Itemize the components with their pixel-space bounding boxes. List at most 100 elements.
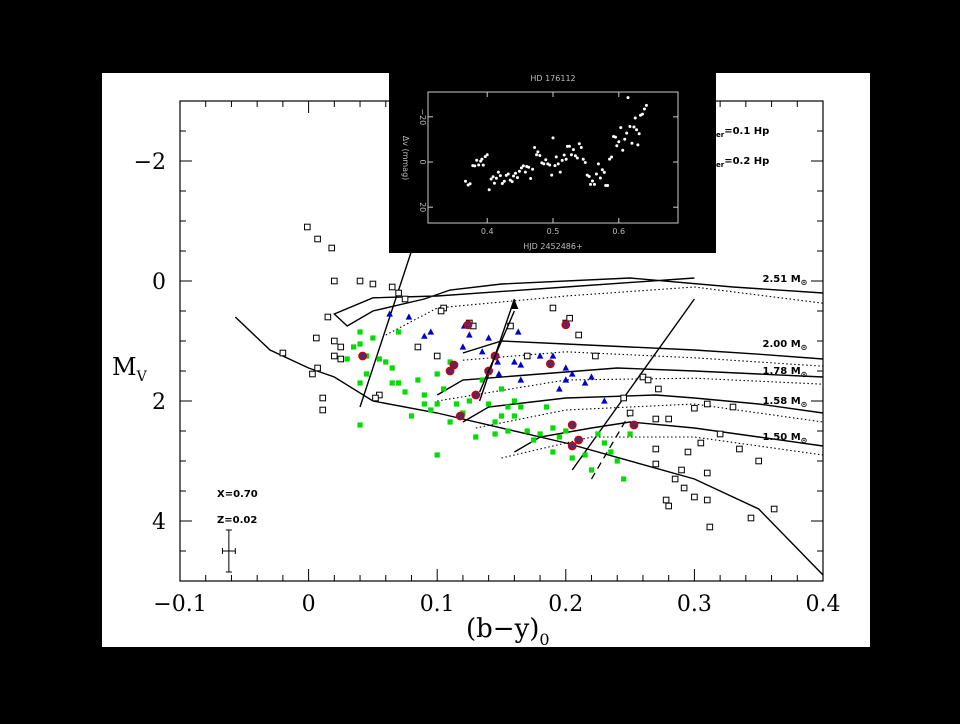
open-square-point	[337, 343, 345, 351]
green-square-point	[421, 392, 427, 398]
inset-data-point	[492, 181, 496, 185]
open-square-point	[729, 403, 737, 411]
circle-point	[567, 420, 577, 430]
blue-triangle-point	[556, 385, 563, 392]
open-square-point	[770, 505, 778, 513]
open-square-point	[331, 277, 338, 285]
x-tick-label: 0.2	[548, 592, 583, 617]
open-square-point	[691, 493, 698, 501]
inset-data-point	[626, 96, 630, 100]
solar-symbol: ⊙	[801, 400, 808, 409]
y-tick-label: 0	[152, 270, 166, 295]
strip-edge-2	[571, 298, 695, 471]
inset-y-tick-label: −20	[418, 108, 427, 125]
inset-data-point	[498, 174, 502, 178]
axis-tick-labels: −0.1 0 0.1 0.2 0.3 0.4 −2 0 2 4	[134, 150, 841, 617]
green-square-point	[402, 389, 408, 395]
mass-label-4: 1.50 M⊙	[763, 432, 808, 445]
star-markers	[279, 223, 778, 531]
inset-data-point	[581, 157, 585, 161]
composition-x-label: X=0.70	[217, 489, 258, 500]
x-tick-label: 0.3	[677, 592, 712, 617]
open-square-point	[652, 460, 660, 468]
green-square-point	[569, 455, 575, 461]
open-square-point	[309, 370, 316, 378]
inset-data-point	[527, 165, 531, 169]
inset-data-point	[594, 172, 598, 176]
green-square-point	[357, 380, 363, 386]
inset-data-point	[556, 162, 560, 166]
green-square-point	[608, 449, 614, 455]
open-square-point	[314, 364, 321, 372]
inset-data-point	[535, 153, 539, 157]
green-square-point	[357, 341, 363, 347]
open-square-point	[736, 445, 743, 453]
open-square-point	[319, 394, 327, 402]
inset-data-point	[621, 148, 625, 152]
circle-point	[545, 359, 555, 369]
circle-point	[455, 411, 465, 421]
inset-data-points	[464, 96, 648, 192]
open-square-point	[703, 496, 711, 504]
inset-data-point	[569, 153, 573, 157]
inset-data-point	[579, 146, 583, 150]
track-overshoot-line-3	[475, 403, 824, 429]
inset-data-point	[558, 170, 562, 174]
green-square-point	[556, 434, 562, 440]
circle-point	[449, 360, 459, 370]
open-square-point	[665, 502, 672, 510]
mass-label-3: 1.58 M⊙	[763, 396, 808, 409]
green-square-point	[614, 458, 620, 464]
inset-data-point	[475, 158, 479, 162]
green-square-point	[498, 413, 505, 419]
blue-triangle-point	[581, 379, 589, 386]
inset-y-tick-label: 20	[418, 202, 427, 212]
open-square-point	[697, 439, 705, 447]
inset-data-point	[623, 137, 627, 141]
inset-data-point	[512, 174, 516, 178]
strip-edge-0	[359, 250, 413, 408]
overshoot-label-1: er=0.1 Hp	[716, 126, 769, 139]
green-square-point	[505, 428, 511, 434]
green-square-point	[357, 329, 363, 335]
open-square-point	[324, 313, 332, 321]
green-square-point	[351, 344, 357, 350]
arrow-shaft	[478, 310, 516, 393]
green-square-point	[363, 371, 370, 377]
green-square-point	[498, 386, 505, 392]
open-square-point	[331, 337, 338, 345]
inset-data-point	[554, 155, 558, 159]
blue-triangle-point	[421, 332, 428, 339]
inset-data-point	[473, 164, 477, 168]
green-square-point	[505, 404, 511, 410]
inset-data-point	[617, 140, 621, 144]
inset-data-point	[531, 167, 535, 171]
green-square-point	[537, 431, 543, 437]
inset-data-point	[514, 171, 517, 175]
green-square-point	[453, 401, 460, 407]
track-mass-labels: 2.51 M⊙ 2.00 M⊙ 1.78 M⊙ 1.58 M⊙ 1.50 M⊙	[763, 274, 808, 445]
open-square-point	[549, 304, 557, 312]
x-tick-label: 0.1	[420, 592, 455, 617]
solar-symbol: ⊙	[801, 436, 808, 445]
blue-triangle-point	[427, 328, 435, 335]
circle-point	[574, 435, 584, 445]
open-square-point	[433, 352, 441, 360]
inset-data-point	[608, 157, 612, 161]
inset-data-point	[480, 157, 484, 161]
zams-line	[234, 316, 824, 576]
green-square-point	[389, 380, 395, 386]
inset-data-point	[548, 163, 552, 167]
inset-data-point	[506, 172, 510, 176]
blue-triangle-point	[536, 352, 544, 359]
mass-label-1: 2.00 M⊙	[763, 339, 808, 352]
inset-data-point	[523, 170, 527, 174]
error-bar	[221, 529, 236, 573]
inset-data-point	[610, 155, 614, 159]
green-square-point	[511, 413, 517, 419]
inset-data-point	[550, 173, 554, 177]
inset-data-point	[519, 166, 523, 170]
blue-triangle-point	[386, 310, 393, 317]
open-square-point	[678, 466, 685, 474]
